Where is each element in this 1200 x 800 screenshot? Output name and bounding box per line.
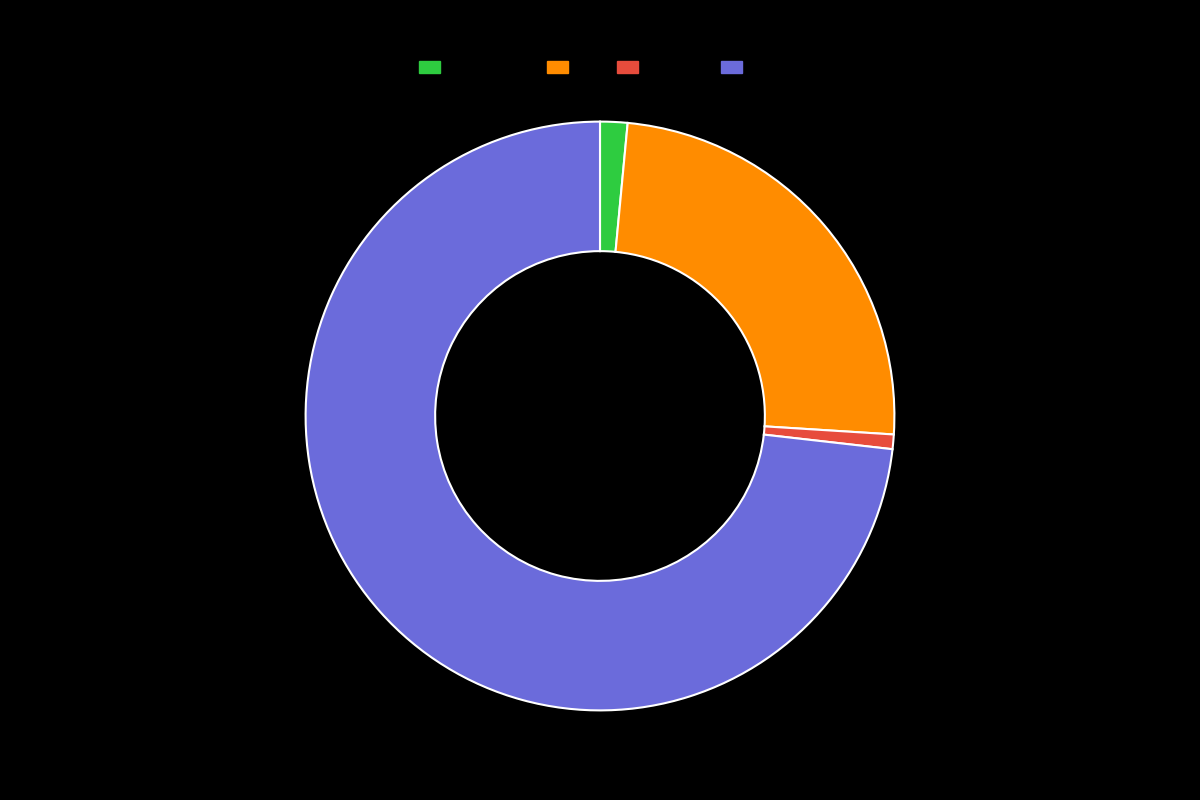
- Wedge shape: [306, 122, 893, 710]
- Wedge shape: [600, 122, 628, 252]
- Wedge shape: [764, 426, 894, 450]
- Legend: Free Preview, Paid, Unknown, Main: Free Preview, Paid, Unknown, Main: [414, 55, 786, 80]
- Wedge shape: [616, 123, 894, 434]
